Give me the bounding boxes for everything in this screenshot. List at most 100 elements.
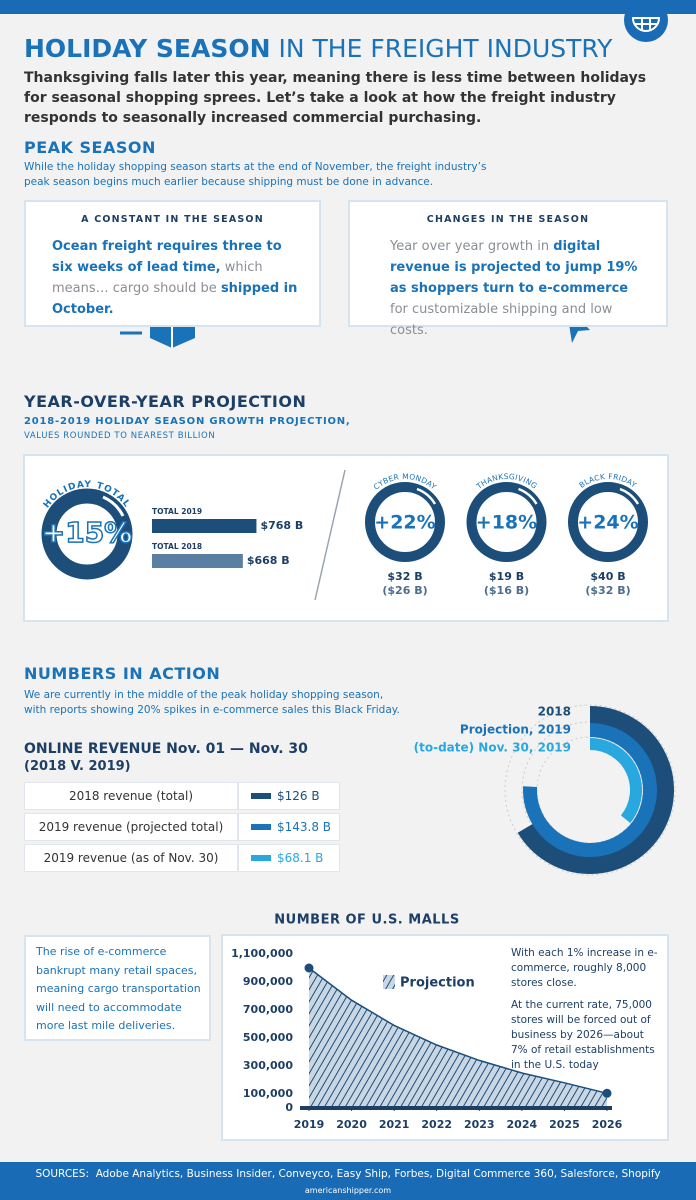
box-text: Year over year growth in digital revenue… (390, 236, 646, 341)
guide (536, 736, 644, 844)
x-tick-label: 2026 (592, 1118, 623, 1131)
section-text: We are currently in the middle of the pe… (24, 689, 400, 716)
row-divider (237, 845, 239, 871)
footer-band (0, 1162, 696, 1200)
sources-label: SOURCES: (35, 1168, 89, 1180)
point (602, 1088, 612, 1098)
note: At the current rate, 75,000 stores will … (511, 999, 655, 1071)
section-title: YEAR-OVER-YEAR PROJECTION (24, 392, 307, 411)
value-label: $768 B (260, 519, 303, 532)
section-text: While the holiday shopping season starts… (24, 161, 487, 188)
ring-arrow (619, 487, 640, 505)
value-2019: $40 B (590, 570, 625, 583)
text-part: digital revenue is projected to jump 19%… (390, 239, 638, 296)
x-tick-label: 2021 (379, 1118, 410, 1131)
title-rest: IN THE FREIGHT INDUSTRY (278, 34, 613, 63)
value-2018: ($16 B) (484, 584, 529, 597)
note: VALUES ROUNDED TO NEAREST BILLION (24, 431, 216, 441)
ring-change: +15% (42, 516, 132, 549)
text-part: Ocean freight requires three to six week… (52, 239, 282, 275)
bar-label: TOTAL 2018 (152, 542, 202, 551)
y-tick-label: 0 (285, 1101, 293, 1114)
table-row: 2019 revenue (projected total) $143.8 B (24, 813, 340, 841)
x-tick-label: 2024 (507, 1118, 538, 1131)
row-value: $143.8 B (277, 820, 332, 834)
row-divider (237, 814, 239, 840)
logo-icon (631, 17, 661, 32)
row-label: 2019 revenue (as of Nov. 30) (43, 851, 219, 865)
ring (41, 488, 133, 580)
radial-bar (589, 738, 642, 823)
ring-change: +18% (476, 512, 537, 534)
y-tick-label: 100,000 (243, 1087, 293, 1100)
info-box: CHANGES IN THE SEASON Year over year gro… (348, 200, 668, 338)
text-part: which means… cargo should be (52, 260, 263, 296)
row-label: 2019 revenue (projected total) (38, 820, 224, 834)
value-2018: ($26 B) (382, 584, 427, 597)
y-tick-label: 1,100,000 (231, 947, 293, 960)
sources: SOURCES: Adobe Analytics, Business Insid… (0, 1168, 696, 1180)
x-tick-label: 2022 (421, 1118, 452, 1131)
area-line (308, 967, 608, 1095)
value-label: $668 B (247, 554, 290, 567)
bar (152, 554, 243, 568)
legend-swatch (383, 975, 395, 989)
row-divider (237, 783, 239, 809)
x-tick-label: 2020 (336, 1118, 367, 1131)
logo (624, 0, 668, 42)
y-tick-label: 500,000 (243, 1031, 293, 1044)
point (304, 963, 314, 973)
x-tick-label: 2023 (464, 1118, 495, 1131)
swatch (251, 855, 271, 861)
swatch (251, 824, 271, 830)
x-tick-label: 2025 (549, 1118, 580, 1131)
bar (152, 519, 257, 533)
divider (314, 469, 346, 601)
swatch (251, 793, 271, 799)
box-text: Ocean freight requires three to six week… (52, 236, 299, 320)
side-text: The rise of e-commerce bankrupt many ret… (36, 945, 201, 1032)
row-value: $126 B (277, 789, 320, 803)
ring (466, 482, 547, 562)
value-2018: ($32 B) (585, 584, 630, 597)
table-row: 2018 revenue (total) $126 B (24, 782, 340, 810)
subtitle: 2018-2019 HOLIDAY SEASON GROWTH PROJECTI… (24, 416, 351, 427)
ring-change: +22% (374, 512, 435, 534)
radial-bar (523, 723, 657, 857)
guide (504, 704, 676, 876)
note: With each 1% increase in e-commerce, rou… (511, 947, 658, 989)
table-row: 2019 revenue (as of Nov. 30) $68.1 B (24, 844, 340, 872)
section-title: NUMBERS IN ACTION (24, 664, 221, 683)
box-title: CHANGES IN THE SEASON (426, 214, 590, 225)
ring-arrow (518, 487, 538, 505)
table-title: ONLINE REVENUE Nov. 01 — Nov. 30 (24, 741, 308, 757)
legend-label: 2018 (538, 705, 571, 719)
text-part: Year over year growth in (390, 239, 554, 254)
box-title: A CONSTANT IN THE SEASON (81, 214, 264, 225)
chart-title: NUMBER OF U.S. MALLS (274, 913, 459, 928)
ring (365, 482, 445, 562)
y-tick-label: 700,000 (243, 1003, 293, 1016)
site: americanshipper.com (304, 1186, 392, 1195)
y-tick-label: 900,000 (243, 975, 293, 988)
ring-arrow (416, 487, 437, 505)
row-value: $68.1 B (277, 851, 324, 865)
value-2019: $19 B (489, 570, 524, 583)
legend-label: Projection, 2019 (460, 723, 571, 737)
ring-arrow (102, 495, 125, 517)
bar-label: TOTAL 2019 (152, 507, 202, 516)
legend-label: (to-date) Nov. 30, 2019 (414, 741, 571, 755)
section-title: PEAK SEASON (24, 138, 156, 157)
text-part: shipped in October. (52, 281, 298, 317)
legend-label: Projection (400, 976, 475, 991)
value-2019: $32 B (387, 570, 422, 583)
intro: Thanksgiving falls later this year, mean… (24, 70, 647, 126)
y-tick-label: 300,000 (243, 1059, 293, 1072)
side-box: The rise of e-commerce bankrupt many ret… (24, 935, 211, 1041)
top-band (0, 0, 696, 14)
info-box: A CONSTANT IN THE SEASON Ocean freight r… (24, 200, 321, 327)
ring-change: +24% (577, 512, 638, 534)
title-bold: HOLIDAY SEASON (24, 34, 271, 63)
